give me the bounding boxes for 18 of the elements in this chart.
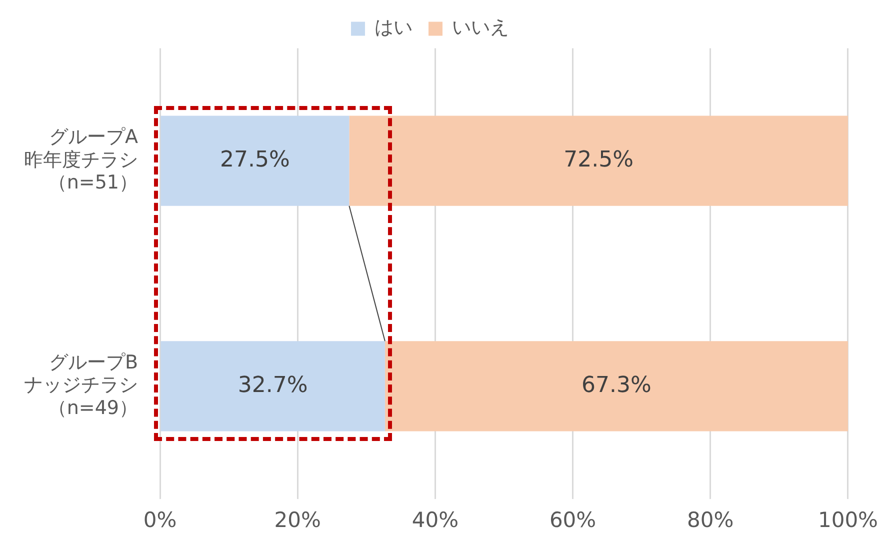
data-label: 72.5% — [564, 148, 634, 173]
x-tick-label: 80% — [687, 508, 734, 532]
bar — [160, 116, 350, 206]
y-tick-label: グループA昨年度チラシ（n=51） — [24, 126, 138, 194]
bar — [384, 341, 848, 432]
data-label: 27.5% — [220, 148, 290, 173]
x-tick-label: 20% — [274, 508, 321, 532]
legend-label: いいえ — [452, 16, 509, 39]
x-tick-label: 0% — [143, 508, 177, 532]
x-tick-label: 100% — [818, 508, 878, 532]
y-tick-label: グループBナッジチラシ（n=49） — [24, 351, 138, 419]
bar — [160, 341, 385, 432]
legend-label: はい — [374, 16, 412, 39]
data-label: 67.3% — [582, 372, 652, 398]
data-label: 32.7% — [238, 372, 308, 398]
x-tick-label: 40% — [412, 508, 459, 532]
bar — [349, 116, 848, 206]
x-tick-label: 60% — [549, 508, 596, 532]
